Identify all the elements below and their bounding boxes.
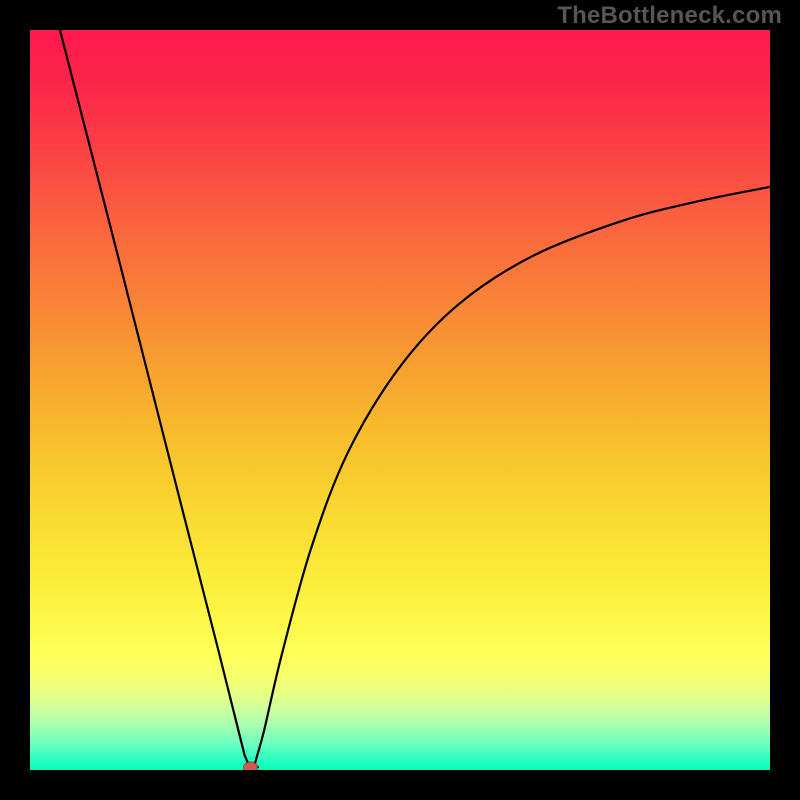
bottleneck-plot	[0, 0, 800, 800]
chart-frame: TheBottleneck.com	[0, 0, 800, 800]
gradient-panel	[30, 30, 770, 770]
watermark-text: TheBottleneck.com	[557, 2, 782, 30]
